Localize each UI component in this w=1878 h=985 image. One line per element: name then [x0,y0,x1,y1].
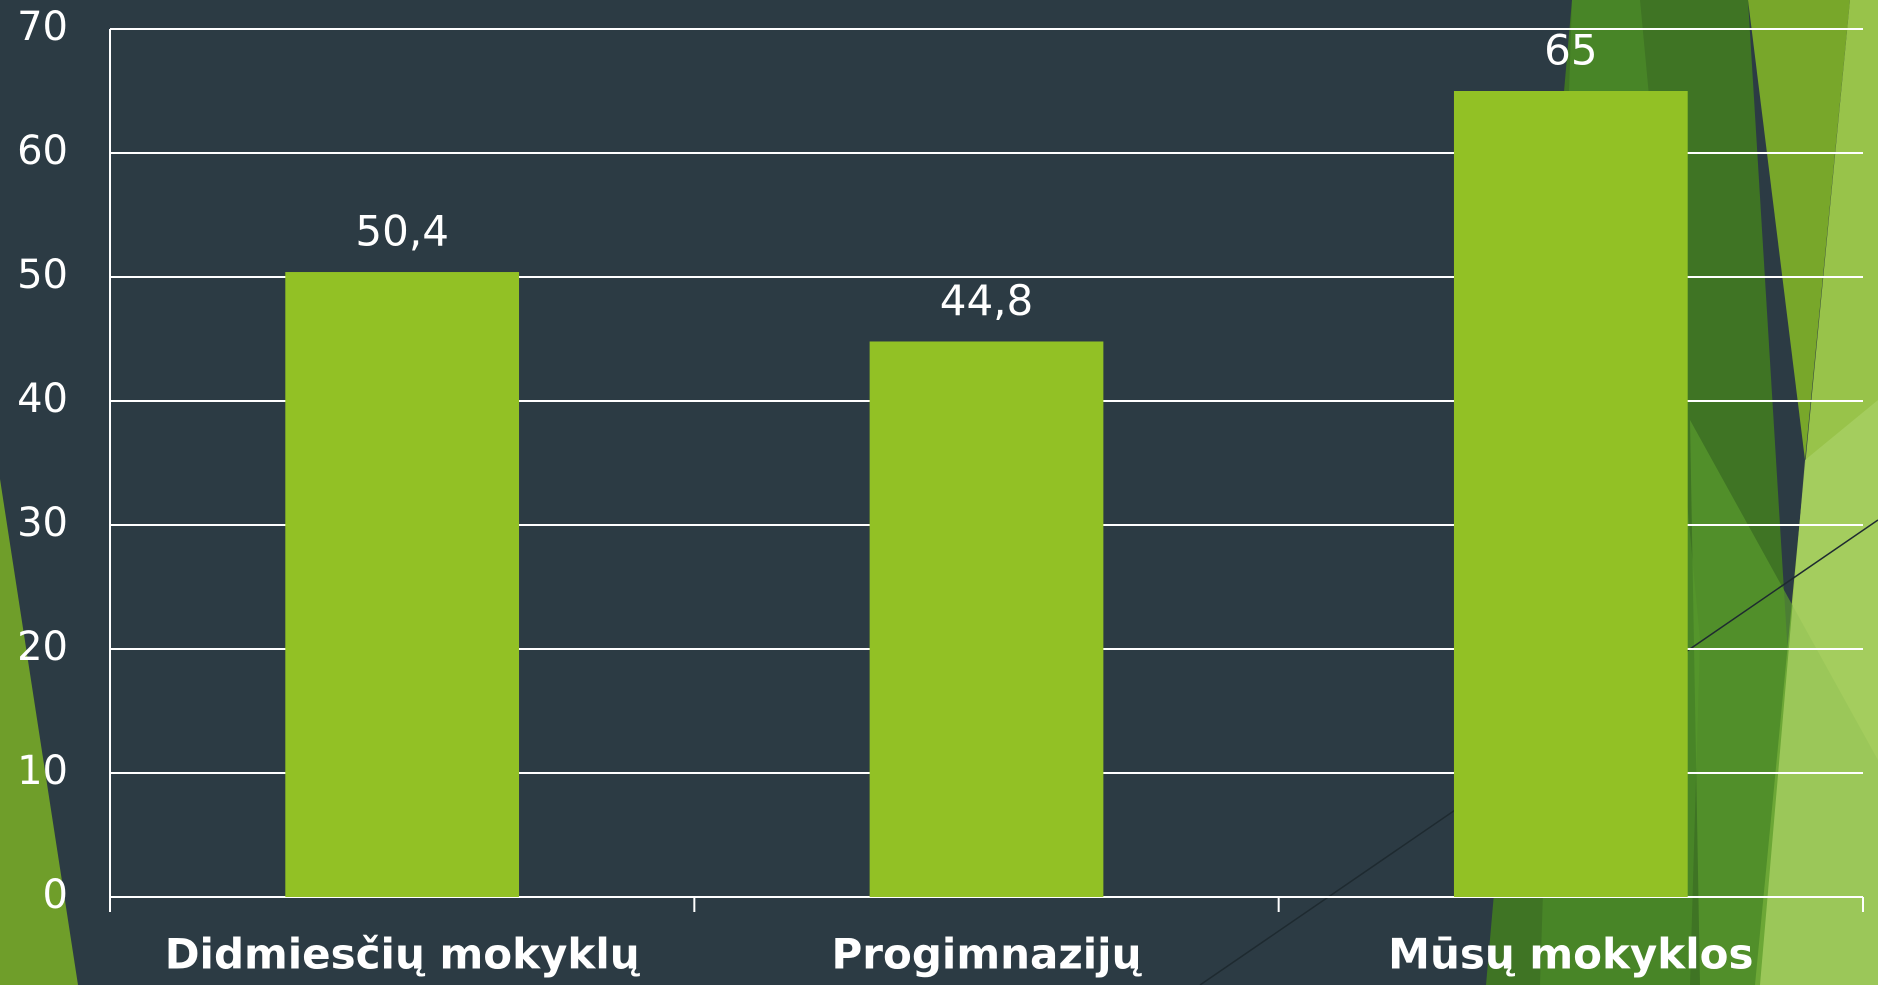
x-tick-label: Mūsų mokyklos [1388,930,1753,979]
y-tick-label: 20 [17,624,68,670]
bar [869,341,1104,898]
x-tick-label: Progimnazijų [832,930,1143,979]
data-label: 50,4 [355,207,449,256]
y-tick-label: 30 [17,500,68,546]
y-tick-label: 10 [17,748,68,794]
data-label: 65 [1544,26,1597,75]
y-tick-label: 60 [17,128,68,174]
x-tick-label: Didmiesčių mokyklų [165,930,641,979]
y-tick-label: 40 [17,376,68,422]
y-tick-label: 50 [17,252,68,298]
bar [285,272,520,897]
y-tick-label: 0 [43,872,68,918]
bar [1453,91,1688,897]
data-label: 44,8 [940,276,1034,325]
y-tick-label: 70 [17,4,68,50]
